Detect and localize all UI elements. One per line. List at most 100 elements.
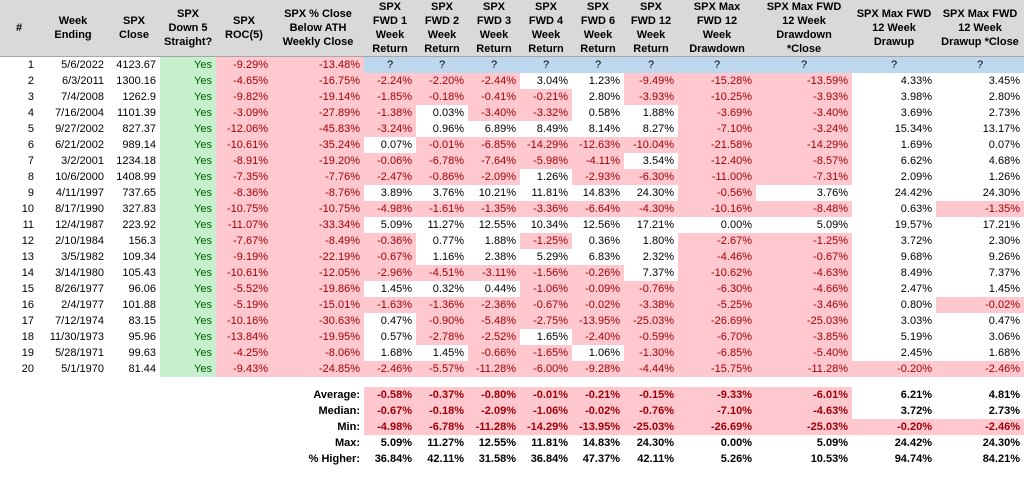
return-cell: -1.06% [520, 281, 572, 297]
return-cell: 2.30% [936, 233, 1024, 249]
spx-close-cell: 81.44 [128, 363, 156, 375]
return-cell: 4.68% [936, 153, 1024, 169]
down-5-straight-cell: Yes [160, 217, 216, 233]
return-cell: -7.31% [756, 169, 852, 185]
spx-close-cell: 1262.9 [122, 91, 156, 103]
spx-close-cell: 989.14 [122, 139, 156, 151]
stat-value: -6.01% [756, 387, 852, 403]
return-cell: -3.85% [756, 329, 852, 345]
return-cell: -4.46% [678, 249, 756, 265]
return-cell: 1.45% [364, 281, 416, 297]
return-cell: -2.40% [572, 329, 624, 345]
return-cell: -15.28% [678, 73, 756, 89]
return-cell: -10.75% [216, 201, 272, 217]
return-cell: 0.96% [416, 121, 468, 137]
spx-data-table: # Week Ending SPX Close SPX Down 5 Strai… [0, 0, 1024, 467]
return-cell: -6.00% [520, 361, 572, 377]
return-cell: -0.06% [364, 153, 416, 169]
stat-value: -0.20% [852, 419, 936, 435]
return-cell: 5.09% [364, 217, 416, 233]
return-cell: -5.52% [216, 281, 272, 297]
return-cell: -2.09% [468, 169, 520, 185]
table-row: 18 11/30/1973 95.96 Yes -13.84% -19.95% 0.57% -… [0, 329, 1024, 345]
return-cell: -3.93% [756, 89, 852, 105]
return-cell: -7.10% [678, 121, 756, 137]
return-cell: 0.80% [852, 297, 936, 313]
return-cell: -0.36% [364, 233, 416, 249]
return-cell: 3.89% [364, 185, 416, 201]
return-cell: 8.14% [572, 121, 624, 137]
down-5-straight-cell: Yes [160, 73, 216, 89]
stat-value: 2.73% [936, 403, 1024, 419]
spx-close-cell: 737.65 [122, 187, 156, 199]
spx-close-cell: 96.06 [128, 283, 156, 295]
return-cell: -10.62% [678, 265, 756, 281]
return-cell: -2.78% [416, 329, 468, 345]
return-cell: 1.88% [624, 105, 678, 121]
row-number: 3 [27, 91, 34, 103]
return-cell: 5.29% [520, 249, 572, 265]
return-cell: -9.82% [216, 89, 272, 105]
spacer-row [0, 377, 1024, 387]
return-cell: -8.06% [272, 345, 364, 361]
stat-row: Max: 5.09% 11.27% 12.55% 11.81% 14.83% 24.30% 0… [0, 435, 1024, 451]
return-cell: ? [756, 56, 852, 73]
stat-spacer [0, 403, 272, 419]
return-cell: -1.36% [416, 297, 468, 313]
return-cell: 2.09% [852, 169, 936, 185]
return-cell: 6.89% [468, 121, 520, 137]
return-cell: -6.30% [678, 281, 756, 297]
return-cell: ? [572, 56, 624, 73]
row-number: 13 [21, 251, 34, 263]
table-row: 20 5/1/1970 81.44 Yes -9.43% -24.85% -2.46% -5.… [0, 361, 1024, 377]
table-row: 9 4/11/1997 737.65 Yes -8.36% -8.76% 3.89% 3.76… [0, 185, 1024, 201]
week-ending-cell: 5/28/1971 [55, 347, 104, 359]
week-ending-cell: 11/30/1973 [49, 331, 104, 343]
return-cell: 13.17% [936, 121, 1024, 137]
return-cell: -7.67% [216, 233, 272, 249]
return-cell: -6.85% [678, 345, 756, 361]
return-cell: 1.80% [624, 233, 678, 249]
spacer-cell [0, 377, 1024, 387]
return-cell: 1.88% [468, 233, 520, 249]
spx-close-cell: 223.92 [122, 219, 156, 231]
down-5-straight-cell: Yes [160, 233, 216, 249]
stat-value: -0.15% [624, 387, 678, 403]
stat-label: Average: [313, 389, 360, 401]
column-header: Week Ending [38, 0, 108, 57]
return-cell: 1.45% [416, 345, 468, 361]
return-cell: -10.16% [678, 201, 756, 217]
stat-value: 42.11% [624, 451, 678, 467]
return-cell: 24.30% [936, 185, 1024, 201]
week-ending-cell: 5/6/2022 [61, 59, 104, 71]
down-5-straight-cell: Yes [160, 56, 216, 73]
return-cell: 0.07% [364, 137, 416, 153]
down-5-straight-cell: Yes [160, 329, 216, 345]
row-number: 12 [21, 235, 34, 247]
spx-close-cell: 827.37 [122, 123, 156, 135]
return-cell: -10.25% [678, 89, 756, 105]
return-cell: -12.06% [216, 121, 272, 137]
return-cell: -0.86% [416, 169, 468, 185]
stat-row: % Higher: 36.84% 42.11% 31.58% 36.84% 47.37% 4… [0, 451, 1024, 467]
row-number: 10 [21, 203, 34, 215]
return-cell: -5.57% [416, 361, 468, 377]
down-5-straight-cell: Yes [160, 249, 216, 265]
return-cell: 0.00% [678, 217, 756, 233]
return-cell: 2.32% [624, 249, 678, 265]
week-ending-cell: 3/5/1982 [61, 251, 104, 263]
stat-value: 0.00% [678, 435, 756, 451]
stat-value: -1.06% [520, 403, 572, 419]
return-cell: 2.73% [936, 105, 1024, 121]
return-cell: 1.68% [364, 345, 416, 361]
return-cell: 24.30% [624, 185, 678, 201]
return-cell: -2.47% [364, 169, 416, 185]
return-cell: -3.46% [756, 297, 852, 313]
return-cell: 8.49% [852, 265, 936, 281]
return-cell: 7.37% [936, 265, 1024, 281]
stat-value: 6.21% [852, 387, 936, 403]
return-cell: -27.89% [272, 105, 364, 121]
return-cell: -6.64% [572, 201, 624, 217]
return-cell: -2.67% [678, 233, 756, 249]
return-cell: -0.90% [416, 313, 468, 329]
